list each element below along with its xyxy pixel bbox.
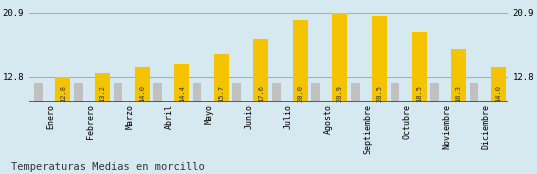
Bar [411,32,426,102]
Text: 20.9: 20.9 [337,85,343,102]
Bar [293,20,308,102]
Bar [174,64,189,102]
Text: 12.8: 12.8 [60,85,66,102]
Bar [214,54,229,102]
Text: 14.0: 14.0 [139,85,145,102]
Bar [55,77,70,102]
Bar [390,83,399,102]
Bar [491,67,506,102]
Text: 17.6: 17.6 [258,85,264,102]
Bar [34,83,43,102]
Bar [351,83,360,102]
Bar [153,83,162,102]
Text: 14.4: 14.4 [179,85,185,102]
Bar [74,83,83,102]
Text: 18.5: 18.5 [416,85,422,102]
Text: 15.7: 15.7 [218,85,224,102]
Bar [430,83,439,102]
Bar [451,49,466,102]
Text: 13.2: 13.2 [99,85,106,102]
Bar [193,83,201,102]
Bar [233,83,241,102]
Text: 20.0: 20.0 [297,85,303,102]
Bar [95,73,110,102]
Bar [311,83,320,102]
Text: 16.3: 16.3 [455,85,462,102]
Bar [114,83,122,102]
Bar [332,13,347,102]
Bar [135,67,150,102]
Bar [272,83,280,102]
Text: 20.5: 20.5 [376,85,382,102]
Text: Temperaturas Medias en morcillo: Temperaturas Medias en morcillo [11,162,205,172]
Bar [253,39,268,102]
Bar [470,83,478,102]
Bar [372,16,387,102]
Text: 14.0: 14.0 [495,85,501,102]
